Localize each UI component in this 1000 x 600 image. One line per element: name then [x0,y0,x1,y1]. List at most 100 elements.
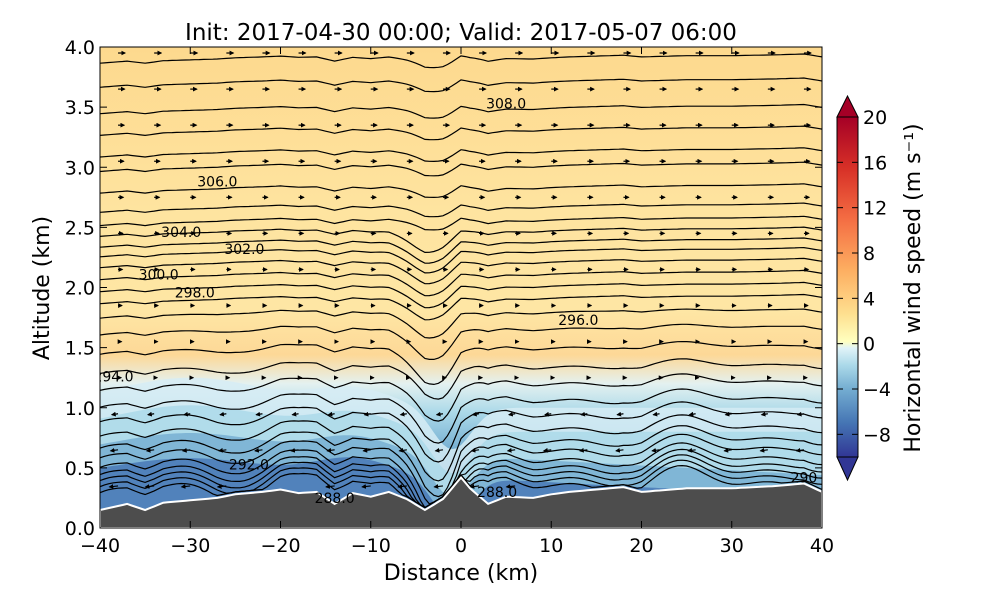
contour-label: 302.0 [224,242,264,258]
chart-title: Init: 2017-04-30 00:00; Valid: 2017-05-0… [185,20,737,46]
contour-label: 306.0 [197,175,237,191]
wind-vector [110,411,119,417]
colorbar-tick-label: 20 [863,107,887,129]
y-axis-label: Altitude (km) [30,216,55,360]
x-tick-label: 20 [629,535,653,557]
wind-vector [361,484,371,489]
wind-vector [471,411,480,417]
x-tick-label: −10 [351,535,391,557]
wind-vector [217,447,227,453]
colorbar-tick-label: 12 [863,198,887,220]
wind-vector [435,411,444,417]
wind-vector [326,447,335,453]
x-tick-label: 0 [455,535,467,557]
wind-vector [433,484,444,489]
y-tick-label: 3.0 [65,157,95,179]
theta-contour-line [100,226,822,254]
theta-contour-line [100,53,822,69]
y-tick-label: 0.5 [65,458,95,480]
y-tick-label: 0.0 [65,518,95,540]
theta-contours [100,53,822,509]
theta-contour-line [100,323,822,360]
wind-vector [506,447,516,453]
contour-label: 292.0 [229,457,269,473]
wind-vector [508,411,516,417]
theta-contour-line [100,308,822,339]
theta-contour-line [100,257,822,285]
y-tick-label: 1.0 [65,398,95,420]
contour-label: 308.0 [486,97,526,113]
theta-contour-line [100,77,822,93]
colorbar-tick-label: 0 [863,334,875,356]
theta-contour-line [100,373,822,422]
colorbar-extend-top [836,94,859,118]
wind-vector [505,484,516,489]
wind-vector [325,484,335,489]
wind-vector [398,447,407,453]
wind-vector [795,447,805,453]
x-tick-label: −30 [170,535,210,557]
wind-vector [615,447,624,453]
wind-vector [651,447,660,453]
wind-vector [254,447,263,453]
contour-label: 298.0 [175,285,215,301]
theta-contour-line [100,401,822,463]
wind-vectors [108,50,812,489]
wind-vector [291,411,299,417]
wind-vector [470,447,480,453]
colorbar-label: Horizontal wind speed (m s⁻¹) [901,123,926,452]
y-tick-label: 2.0 [65,278,95,300]
contour-label: 290 [791,470,818,486]
colorbar-extend-bottom [836,456,859,482]
theta-contour-line [100,269,822,297]
wind-vector [542,447,552,453]
theta-contour-line [100,293,822,321]
colorbar-body [836,116,859,458]
contour-label: 294.0 [93,369,133,385]
wind-vector [578,447,588,453]
contour-labels: 308.0 306.0 304.0 302.0 300.0 298.0 296.0 294.0… [93,97,818,507]
x-axis-label: Distance (km) [384,561,539,586]
colorbar-tick-label: 16 [863,152,887,174]
theta-contour-line [100,237,822,264]
theta-contour-line [100,388,822,444]
wind-vector [216,484,227,489]
contour-label: 288.0 [477,485,517,501]
theta-contour-line [100,202,822,218]
wind-vector [434,447,444,453]
y-axis: 0.0 0.5 1.0 1.5 2.0 2.5 3.0 3.5 4.0 [65,37,822,540]
x-tick-label: −40 [80,535,120,557]
wind-vector [362,447,371,453]
theta-contour-line [100,103,822,119]
wind-vector [759,447,768,453]
wind-vector [108,484,119,489]
theta-contour-line [100,183,822,199]
wind-vector [580,411,588,417]
colorbar-tick-label: −8 [863,424,891,446]
wind-vector [180,484,191,489]
wind-vector [724,411,732,417]
contour-label: 296.0 [558,313,598,329]
wind-vector [652,411,660,417]
contour-label: 304.0 [161,225,201,241]
wind-vector [397,484,407,489]
wind-vector [688,411,696,417]
wind-vector [363,411,371,417]
contour-label: 300.0 [139,267,179,283]
x-tick-label: 10 [539,535,563,557]
wind-vector [290,447,299,453]
y-tick-label: 3.5 [65,97,95,119]
x-axis: −40 −30 −20 −10 0 10 20 30 40 [80,47,834,557]
wind-vector [544,411,552,417]
y-tick-label: 4.0 [65,37,95,59]
wind-vector [760,411,768,417]
y-tick-label: 2.5 [65,217,95,239]
wind-vector [399,411,407,417]
colorbar-tick-label: 4 [863,288,875,310]
terrain [100,475,822,528]
wind-vector [255,411,263,417]
wind-vector [796,411,805,417]
colorbar-tick-label: 8 [863,243,875,265]
wind-vector [147,411,155,417]
